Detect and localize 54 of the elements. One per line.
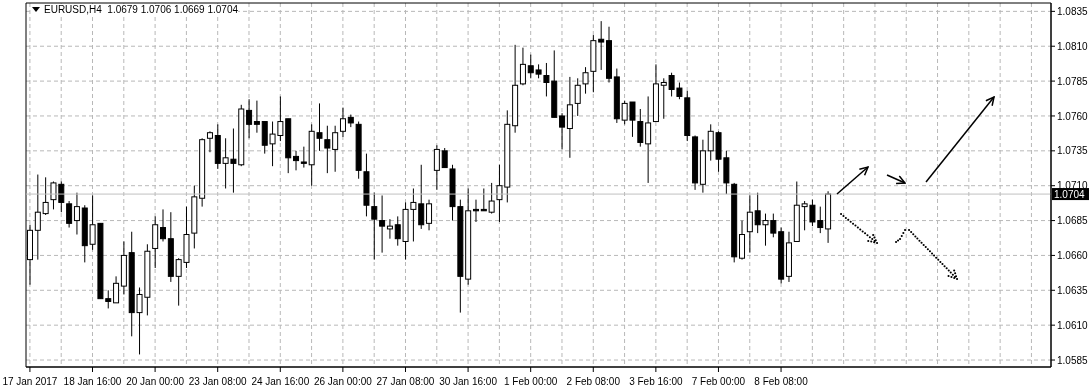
candlestick: [472, 199, 479, 223]
candlestick: [519, 47, 526, 86]
candlestick: [441, 147, 448, 169]
chart-title: EURUSD,H4 1.0679 1.0706 1.0669 1.0704: [44, 4, 239, 15]
x-tick-label: 17 Jan 2017: [2, 376, 58, 387]
y-tick-label: 1.0635: [1057, 284, 1089, 296]
candlestick: [324, 125, 331, 174]
candlestick: [582, 66, 589, 95]
y-tick-label: 1.0585: [1057, 354, 1089, 366]
candlestick: [152, 215, 159, 269]
candlestick: [253, 100, 260, 134]
y-tick-label: 1.0685: [1057, 215, 1089, 227]
candlestick: [160, 208, 167, 242]
candlestick: [246, 98, 253, 139]
candlestick: [574, 77, 581, 117]
candlestick: [339, 107, 346, 138]
candlestick: [206, 130, 213, 153]
candlestick: [645, 95, 652, 184]
candlestick: [386, 218, 393, 240]
y-tick-label: 1.0785: [1057, 75, 1089, 87]
y-tick-label: 1.0835: [1057, 5, 1089, 17]
candlestick: [379, 194, 386, 254]
candlestick: [300, 146, 307, 169]
candlestick: [637, 108, 644, 148]
candlestick: [559, 112, 566, 150]
candlestick: [66, 200, 73, 229]
candlestick: [332, 125, 339, 173]
candlestick: [433, 144, 440, 191]
y-tick-label: 1.0760: [1057, 110, 1089, 122]
candlestick: [293, 150, 300, 171]
x-tick-label: 20 Jan 00:00: [126, 376, 185, 387]
x-tick-label: 24 Jan 16:00: [251, 376, 310, 387]
x-tick-label: 1 Feb 00:00: [503, 376, 558, 387]
candlestick: [426, 199, 433, 231]
y-tick-label: 1.0660: [1057, 249, 1089, 261]
candlestick: [746, 194, 753, 254]
x-tick-label: 27 Jan 08:00: [376, 376, 435, 387]
x-tick-label: 30 Jan 16:00: [439, 376, 498, 387]
candlestick: [739, 220, 746, 261]
x-tick-label: 26 Jan 00:00: [313, 376, 373, 387]
y-tick-label: 1.0610: [1057, 319, 1089, 331]
x-tick-label: 3 Feb 16:00: [629, 376, 683, 387]
candlestick: [566, 76, 573, 159]
candlestick: [371, 192, 378, 261]
x-tick-label: 18 Jan 16:00: [63, 376, 122, 387]
y-tick-label: 1.0810: [1057, 40, 1089, 52]
ref-line-label: 1.0704: [1054, 189, 1086, 201]
x-tick-label: 8 Feb 08:00: [754, 376, 809, 387]
x-tick-label: 23 Jan 08:00: [188, 376, 248, 387]
candlestick: [113, 275, 120, 304]
y-tick-label: 1.0735: [1057, 145, 1089, 157]
x-tick-label: 2 Feb 08:00: [566, 376, 621, 387]
candlestick: [73, 192, 80, 236]
x-tick-label: 7 Feb 00:00: [691, 376, 746, 387]
